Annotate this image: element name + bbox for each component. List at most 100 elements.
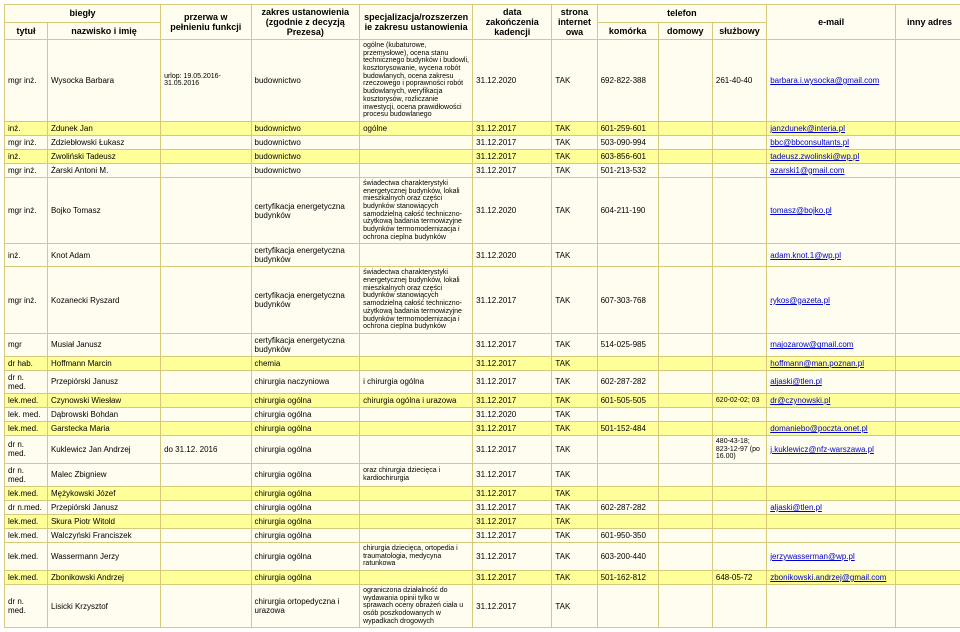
cell-dom bbox=[658, 393, 712, 407]
hdr-zakres: zakres ustanowienia (zgodnie z decyzją P… bbox=[251, 5, 360, 40]
email-link[interactable]: hoffmann@man.poznan.pl bbox=[770, 359, 864, 368]
cell-name: Czynowski Wiesław bbox=[47, 393, 160, 407]
email-link[interactable]: majozarow@gmail.com bbox=[770, 340, 853, 349]
email-link[interactable]: barbara.i.wysocka@gmail.com bbox=[770, 76, 879, 85]
experts-table: biegły przerwa w pełnieniu funkcji zakre… bbox=[4, 4, 960, 628]
table-row: mgr inż.Kozanecki Ryszardcertyfikacja en… bbox=[5, 267, 960, 334]
cell-dom bbox=[658, 421, 712, 435]
email-link[interactable]: azarski1@gmail.com bbox=[770, 166, 844, 175]
cell-przerwa bbox=[161, 393, 251, 407]
cell-email: j.kuklewicz@nfz-warszawa.pl bbox=[767, 435, 896, 463]
cell-spec: ograniczona działalność do wydawania opi… bbox=[360, 585, 473, 628]
cell-przerwa bbox=[161, 421, 251, 435]
cell-strona: TAK bbox=[552, 514, 597, 528]
cell-przerwa bbox=[161, 244, 251, 267]
cell-kom: 602-287-282 bbox=[597, 370, 658, 393]
cell-spec: ogólne (kubaturowe, przemysłowe), ocena … bbox=[360, 40, 473, 122]
cell-name: Knot Adam bbox=[47, 244, 160, 267]
cell-spec bbox=[360, 407, 473, 421]
cell-sluz bbox=[712, 177, 766, 244]
cell-data: 31.12.2017 bbox=[473, 421, 552, 435]
cell-strona: TAK bbox=[552, 121, 597, 135]
cell-sluz bbox=[712, 486, 766, 500]
cell-przerwa: do 31.12. 2016 bbox=[161, 435, 251, 463]
cell-spec: i chirurgia ogólna bbox=[360, 370, 473, 393]
cell-zakres: chirurgia ortopedyczna i urazowa bbox=[251, 585, 360, 628]
cell-inny bbox=[896, 333, 960, 356]
cell-sluz bbox=[712, 528, 766, 542]
email-link[interactable]: tadeusz.zwolinski@wp.pl bbox=[770, 152, 859, 161]
cell-email: domaniebo@poczta.onet.pl bbox=[767, 421, 896, 435]
cell-data: 31.12.2017 bbox=[473, 370, 552, 393]
cell-email: tadeusz.zwolinski@wp.pl bbox=[767, 149, 896, 163]
cell-przerwa bbox=[161, 486, 251, 500]
email-link[interactable]: adam.knot.1@wp.pl bbox=[770, 251, 841, 260]
cell-data: 31.12.2017 bbox=[473, 514, 552, 528]
cell-inny bbox=[896, 435, 960, 463]
cell-kom bbox=[597, 407, 658, 421]
cell-zakres: chemia bbox=[251, 356, 360, 370]
cell-name: Wassermann Jerzy bbox=[47, 542, 160, 570]
table-row: inż.Zwoliński Tadeuszbudownictwo31.12.20… bbox=[5, 149, 960, 163]
cell-data: 31.12.2017 bbox=[473, 500, 552, 514]
cell-email: tomasz@bojko.pl bbox=[767, 177, 896, 244]
cell-data: 31.12.2017 bbox=[473, 267, 552, 334]
cell-zakres: chirurgia ogólna bbox=[251, 435, 360, 463]
cell-spec bbox=[360, 514, 473, 528]
email-link[interactable]: aljaski@tlen.pl bbox=[770, 377, 822, 386]
hdr-spec: specjalizacja/rozszerzenie zakresu ustan… bbox=[360, 5, 473, 40]
cell-email: janzdunek@interia.pl bbox=[767, 121, 896, 135]
email-link[interactable]: tomasz@bojko.pl bbox=[770, 206, 831, 215]
email-link[interactable]: domaniebo@poczta.onet.pl bbox=[770, 424, 868, 433]
cell-przerwa bbox=[161, 500, 251, 514]
cell-kom: 602-287-282 bbox=[597, 500, 658, 514]
cell-name: Lisicki Krzysztof bbox=[47, 585, 160, 628]
cell-email: aljaski@tlen.pl bbox=[767, 500, 896, 514]
email-link[interactable]: zbonikowski.andrzej@gmail.com bbox=[770, 573, 886, 582]
cell-zakres: chirurgia naczyniowa bbox=[251, 370, 360, 393]
email-link[interactable]: dr@czynowski.pl bbox=[770, 396, 830, 405]
cell-przerwa bbox=[161, 571, 251, 585]
cell-inny bbox=[896, 135, 960, 149]
cell-dom bbox=[658, 435, 712, 463]
cell-tytul: dr n. med. bbox=[5, 435, 48, 463]
hdr-nazwisko: nazwisko i imię bbox=[47, 22, 160, 40]
table-row: inż.Zdunek Janbudownictwoogólne31.12.201… bbox=[5, 121, 960, 135]
cell-kom bbox=[597, 435, 658, 463]
cell-tytul: dr n. med. bbox=[5, 370, 48, 393]
cell-dom bbox=[658, 486, 712, 500]
table-row: lek.med.Zbonikowski Andrzejchirurgia ogó… bbox=[5, 571, 960, 585]
cell-spec bbox=[360, 435, 473, 463]
cell-data: 31.12.2020 bbox=[473, 244, 552, 267]
table-row: lek.med.Czynowski Wiesławchirurgia ogóln… bbox=[5, 393, 960, 407]
cell-sluz bbox=[712, 542, 766, 570]
cell-email: dr@czynowski.pl bbox=[767, 393, 896, 407]
cell-sluz bbox=[712, 244, 766, 267]
cell-strona: TAK bbox=[552, 177, 597, 244]
table-header: biegły przerwa w pełnieniu funkcji zakre… bbox=[5, 5, 960, 40]
cell-name: Dąbrowski Bohdan bbox=[47, 407, 160, 421]
table-row: mgr inż.Wysocka Barbaraurlop: 19.05.2016… bbox=[5, 40, 960, 122]
cell-zakres: certyfikacja energetyczna budynków bbox=[251, 177, 360, 244]
email-link[interactable]: bbc@bbconsultants.pl bbox=[770, 138, 849, 147]
cell-dom bbox=[658, 463, 712, 486]
email-link[interactable]: j.kuklewicz@nfz-warszawa.pl bbox=[770, 445, 874, 454]
email-link[interactable]: rykos@gazeta.pl bbox=[770, 296, 830, 305]
cell-zakres: chirurgia ogólna bbox=[251, 571, 360, 585]
cell-tytul: mgr inż. bbox=[5, 177, 48, 244]
table-row: lek.med.Walczyński Franciszekchirurgia o… bbox=[5, 528, 960, 542]
cell-dom bbox=[658, 267, 712, 334]
cell-inny bbox=[896, 542, 960, 570]
cell-dom bbox=[658, 542, 712, 570]
cell-strona: TAK bbox=[552, 528, 597, 542]
cell-zakres: chirurgia ogólna bbox=[251, 393, 360, 407]
cell-kom bbox=[597, 356, 658, 370]
email-link[interactable]: jerzywasserman@wp.pl bbox=[770, 552, 855, 561]
cell-zakres: chirurgia ogólna bbox=[251, 500, 360, 514]
email-link[interactable]: aljaski@tlen.pl bbox=[770, 503, 822, 512]
cell-spec bbox=[360, 571, 473, 585]
cell-spec: chirurgia dziecięca, ortopedia i traumat… bbox=[360, 542, 473, 570]
cell-tytul: dr n. med. bbox=[5, 463, 48, 486]
cell-przerwa bbox=[161, 585, 251, 628]
email-link[interactable]: janzdunek@interia.pl bbox=[770, 124, 845, 133]
